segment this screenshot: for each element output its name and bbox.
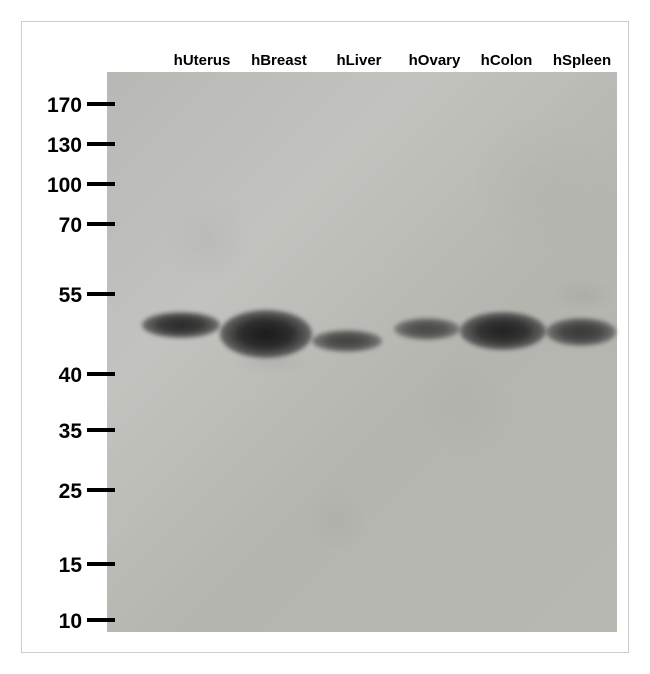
marker-tick [87,182,115,186]
marker-label: 130 [22,134,82,158]
protein-band [220,310,312,358]
marker-label: 100 [22,174,82,198]
marker-label: 70 [22,214,82,238]
marker-label: 25 [22,480,82,504]
marker-tick [87,562,115,566]
lane-label: hSpleen [547,52,617,69]
protein-band [394,318,460,340]
protein-band [546,318,616,346]
protein-band [460,312,546,350]
protein-band [312,330,382,352]
marker-tick [87,102,115,106]
marker-label: 40 [22,364,82,388]
marker-tick [87,618,115,622]
marker-tick [87,292,115,296]
marker-label: 55 [22,284,82,308]
marker-tick [87,222,115,226]
blot-smudge [552,280,614,310]
marker-label: 10 [22,610,82,634]
membrane-noise [107,72,617,632]
marker-tick [87,372,115,376]
lane-label: hOvary [402,52,467,69]
marker-tick [87,142,115,146]
marker-tick [87,488,115,492]
protein-band [142,312,220,338]
figure-border: hUterus hBreast hLiver hOvary hColon hSpleen 1… [21,21,629,653]
marker-label: 35 [22,420,82,444]
marker-tick [87,428,115,432]
lane-label: hLiver [329,52,389,69]
marker-label: 15 [22,554,82,578]
blot-membrane [107,72,617,632]
lane-label: hBreast [244,52,314,69]
lane-label: hColon [474,52,539,69]
marker-label: 170 [22,94,82,118]
lane-label: hUterus [167,52,237,69]
